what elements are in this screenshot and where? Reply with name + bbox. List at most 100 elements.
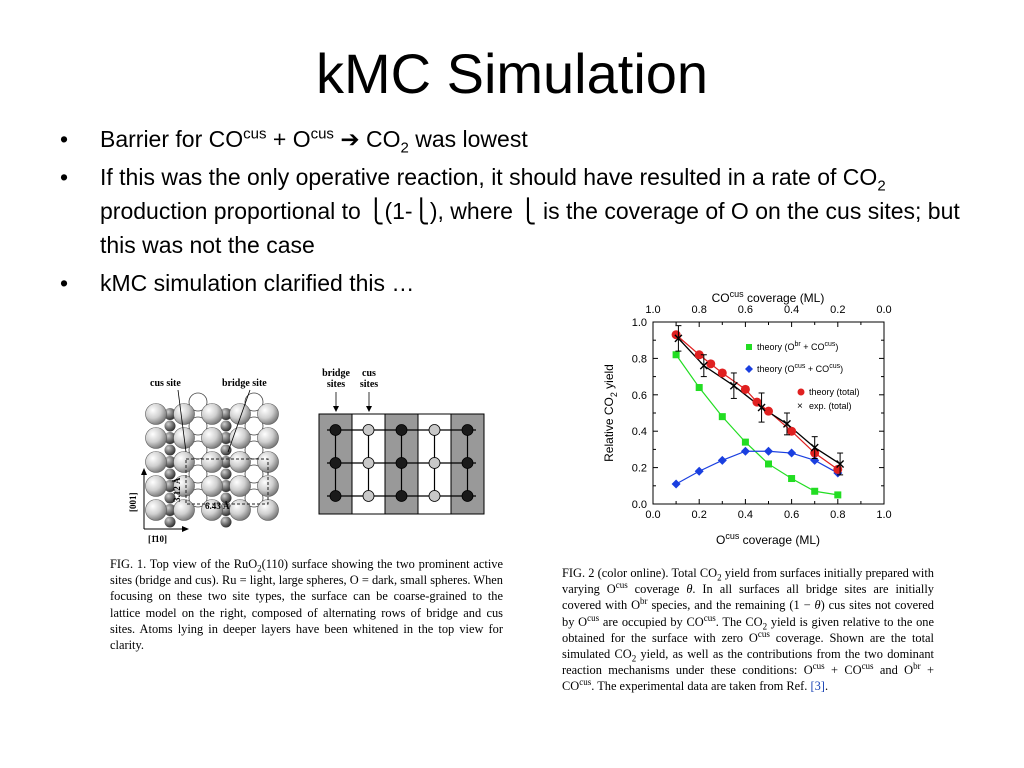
- deep-atom: [244, 464, 264, 484]
- deep-atom: [188, 488, 208, 508]
- y-axis-title: Relative CO2 yield: [602, 364, 619, 462]
- bridge-oxygen-atom: [164, 468, 176, 480]
- dim-horizontal-label: 6.43 Å: [205, 501, 230, 511]
- data-point-exp: [836, 452, 845, 476]
- cus-site-label: cus site: [150, 378, 181, 389]
- bullet-item: • If this was the only operative reactio…: [60, 160, 960, 262]
- oxygen-atom: [220, 504, 232, 516]
- bridge-site: [395, 424, 408, 436]
- series-line-total: [675, 334, 839, 470]
- cus-site: [428, 457, 441, 469]
- bridge-oxygen-atom: [164, 492, 176, 504]
- surface-figure: cus site bridge site 3.12 Å 6.43 Å [001]…: [128, 368, 485, 544]
- top-tick-label: 0.0: [876, 304, 891, 316]
- oxygen-atom: [164, 432, 176, 444]
- legend-total-label: theory (total): [809, 387, 860, 397]
- top-axis-title: COcus coverage (ML): [712, 289, 825, 305]
- bridge-oxygen-atom: [220, 492, 232, 504]
- legend-br-label: theory (Obr + COcus): [757, 341, 838, 352]
- data-point-total: [764, 406, 773, 416]
- data-point-cus: [740, 446, 750, 456]
- oxygen-atom: [164, 504, 176, 516]
- bullet-dot: •: [60, 270, 69, 296]
- ruthenium-atom: [173, 451, 195, 473]
- co2-yield-chart: 0.01.00.20.80.40.60.60.40.80.21.00.00.00…: [602, 289, 892, 547]
- atom-layer: [145, 392, 279, 528]
- x-tick-label: 0.2: [692, 509, 707, 521]
- data-point-total: [706, 359, 716, 369]
- axis-001-label: [001]: [128, 493, 138, 513]
- bullet-dot: •: [60, 126, 69, 152]
- data-point-exp: [729, 372, 738, 399]
- y-tick-label: 0.6: [632, 390, 647, 402]
- ruthenium-atom: [173, 403, 195, 425]
- missing-glyph: ⎩: [519, 198, 537, 224]
- bridge-oxygen-atom: [164, 444, 176, 456]
- arrow-right-icon: [182, 526, 189, 532]
- top-tick-label: 0.4: [784, 304, 799, 316]
- ruthenium-atom: [229, 475, 251, 497]
- axis-110-label: [1̄10]: [148, 534, 167, 544]
- deep-atom: [188, 464, 208, 484]
- ruthenium-atom: [201, 403, 223, 425]
- oxygen-atom: [164, 456, 176, 468]
- deep-atom: [188, 392, 208, 412]
- bullet-item: • kMC simulation clarified this …: [60, 266, 960, 300]
- ruthenium-atom: [145, 427, 167, 449]
- bridge-oxygen-atom: [220, 516, 232, 528]
- bridge-site: [461, 457, 474, 469]
- legend-total-marker: [797, 388, 805, 396]
- arrow-down-icon: [366, 406, 372, 412]
- bridge-oxygen-atom: [220, 468, 232, 480]
- data-point-br: [765, 460, 772, 468]
- data-point-br: [672, 351, 680, 359]
- data-point-br: [811, 487, 819, 495]
- figure1-caption: FIG. 1. Top view of the RuO2(110) surfac…: [110, 557, 503, 653]
- legend-exp-label: exp. (total): [809, 401, 852, 411]
- cus-site: [362, 457, 375, 469]
- data-point-total: [787, 426, 797, 436]
- bullet-list: • Barrier for COcus + Ocus ➔ CO2 was low…: [60, 122, 960, 304]
- bridge-oxygen-atom: [164, 420, 176, 432]
- x-tick-label: 0.6: [784, 509, 799, 521]
- bridge-site: [395, 490, 408, 502]
- bridge-site: [461, 424, 474, 436]
- ruthenium-atom: [229, 403, 251, 425]
- arrow-icon: ➔: [340, 126, 360, 152]
- ruthenium-atom: [173, 475, 195, 497]
- bottom-axis-title: Ocus coverage (ML): [716, 531, 820, 547]
- bridge-site: [329, 457, 342, 469]
- data-point-exp: [782, 412, 791, 436]
- data-point-br: [788, 475, 796, 483]
- axis-ticks: 0.01.00.20.80.40.60.60.40.80.21.00.00.00…: [632, 304, 892, 521]
- y-tick-label: 0.2: [632, 463, 647, 475]
- bridge-site-pointer: [227, 389, 251, 453]
- cus-site: [362, 490, 375, 502]
- slide-title: kMC Simulation: [315, 42, 709, 105]
- data-point-br: [834, 491, 842, 499]
- y-tick-label: 1.0: [632, 317, 647, 329]
- x-tick-label: 0.4: [738, 509, 753, 521]
- ruthenium-atom: [145, 451, 167, 473]
- missing-glyph: ⎩: [367, 198, 385, 224]
- ruthenium-atom: [229, 499, 251, 521]
- x-tick-label: 0.8: [830, 509, 845, 521]
- top-tick-label: 0.2: [830, 304, 845, 316]
- data-point-cus: [764, 446, 773, 456]
- data-point-exp: [757, 392, 766, 423]
- bridge-site: [395, 457, 408, 469]
- lattice-model: [318, 413, 485, 515]
- bullet-item: • Barrier for COcus + Ocus ➔ CO2 was low…: [60, 122, 960, 156]
- x-tick-label: 1.0: [876, 509, 891, 521]
- deep-atom: [244, 488, 264, 508]
- cus-site: [428, 490, 441, 502]
- ruthenium-atom: [201, 499, 223, 521]
- data-point-br: [718, 413, 726, 421]
- reference-link[interactable]: [3]: [810, 679, 825, 694]
- ruthenium-atom: [229, 451, 251, 473]
- data-marks: [671, 325, 845, 499]
- y-tick-label: 0.0: [632, 499, 647, 511]
- unit-cell-box: [185, 458, 269, 505]
- arrow-up-icon: [141, 468, 147, 475]
- ruthenium-atom: [145, 499, 167, 521]
